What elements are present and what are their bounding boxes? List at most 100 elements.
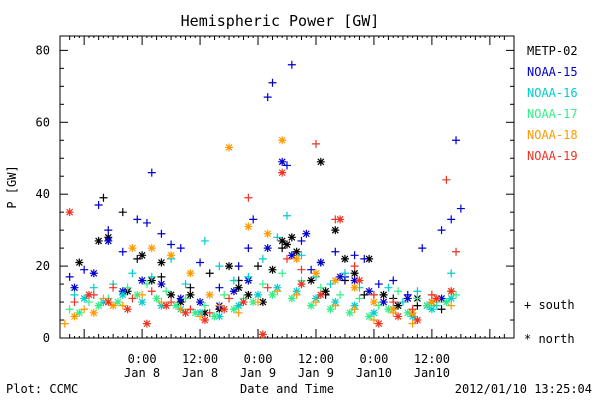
south-marker <box>297 251 306 260</box>
north-marker <box>379 290 388 299</box>
south-marker <box>167 240 176 249</box>
north-marker <box>84 290 93 299</box>
north-marker <box>365 254 374 263</box>
north-marker <box>355 276 364 285</box>
north-marker <box>336 272 345 281</box>
north-marker <box>138 251 147 260</box>
north-marker <box>186 269 195 278</box>
north-marker <box>331 226 340 235</box>
north-marker <box>89 308 98 317</box>
south-marker <box>311 139 320 148</box>
north-marker <box>181 308 190 317</box>
south-marker <box>65 272 74 281</box>
south-marker <box>244 193 253 202</box>
south-marker <box>413 301 422 310</box>
south-marker <box>394 287 403 296</box>
y-tick-label: 80 <box>36 43 50 57</box>
north-marker <box>374 319 383 328</box>
south-marker <box>70 290 79 299</box>
south-marker <box>273 233 282 242</box>
south-marker <box>360 290 369 299</box>
north-marker <box>75 308 84 317</box>
south-marker <box>186 305 195 314</box>
south-marker <box>452 290 461 299</box>
south-marker <box>331 301 340 310</box>
footer-plot-credit: Plot: CCMC <box>6 382 78 396</box>
south-marker <box>249 215 258 224</box>
south-marker <box>258 254 267 263</box>
south-marker <box>128 269 137 278</box>
south-marker <box>176 305 185 314</box>
x-tick-label-time: 0:00 <box>244 352 273 366</box>
north-marker <box>287 294 296 303</box>
north-marker <box>94 301 103 310</box>
north-marker <box>311 269 320 278</box>
north-marker <box>128 244 137 253</box>
north-marker <box>321 287 330 296</box>
south-marker <box>162 287 171 296</box>
north-marker <box>254 290 263 299</box>
north-marker <box>427 305 436 314</box>
south-marker <box>369 316 378 325</box>
north-marker <box>263 229 272 238</box>
south-marker <box>186 283 195 292</box>
south-marker <box>452 136 461 145</box>
south-marker <box>447 215 456 224</box>
south-marker <box>225 294 234 303</box>
north-marker <box>234 283 243 292</box>
south-marker <box>80 265 89 274</box>
north-marker <box>389 305 398 314</box>
south-marker <box>167 298 176 307</box>
x-tick-label-time: 12:00 <box>182 352 218 366</box>
legend-entry: NOAA-15 <box>527 65 578 79</box>
south-marker <box>331 247 340 256</box>
south-marker <box>123 283 132 292</box>
south-marker <box>234 262 243 271</box>
north-marker <box>413 316 422 325</box>
north-marker <box>307 301 316 310</box>
north-marker <box>200 308 209 317</box>
south-marker <box>384 283 393 292</box>
south-marker <box>427 290 436 299</box>
south-marker <box>118 247 127 256</box>
north-marker <box>263 244 272 253</box>
north-marker <box>316 157 325 166</box>
marker-legend-north: * north <box>524 332 575 346</box>
south-marker <box>234 308 243 317</box>
north-marker <box>268 265 277 274</box>
north-marker <box>287 251 296 260</box>
north-marker <box>113 298 122 307</box>
south-marker <box>297 265 306 274</box>
north-marker <box>297 280 306 289</box>
south-marker <box>205 269 214 278</box>
north-marker <box>384 305 393 314</box>
north-marker <box>65 208 74 217</box>
north-marker <box>109 301 118 310</box>
south-marker <box>99 193 108 202</box>
x-tick-label-date: Jan 8 <box>124 366 160 380</box>
series-noaa-19 <box>65 139 461 339</box>
north-marker <box>403 308 412 317</box>
south-marker <box>287 60 296 69</box>
north-marker <box>345 308 354 317</box>
north-marker <box>278 136 287 145</box>
south-marker <box>437 226 446 235</box>
north-marker <box>331 276 340 285</box>
south-marker <box>181 294 190 303</box>
north-marker <box>427 298 436 307</box>
south-marker <box>215 283 224 292</box>
south-marker <box>273 287 282 296</box>
north-marker <box>104 236 113 245</box>
series-noaa-15 <box>65 60 465 310</box>
north-marker <box>350 269 359 278</box>
south-marker <box>374 301 383 310</box>
legend-entry: NOAA-16 <box>527 86 578 100</box>
north-marker <box>302 229 311 238</box>
south-marker <box>307 265 316 274</box>
y-axis-label: P [GW] <box>5 165 19 208</box>
north-marker <box>336 215 345 224</box>
x-tick-label-time: 0:00 <box>359 352 388 366</box>
x-tick-label-date: Jan10 <box>356 366 392 380</box>
north-marker <box>94 236 103 245</box>
south-marker <box>355 294 364 303</box>
